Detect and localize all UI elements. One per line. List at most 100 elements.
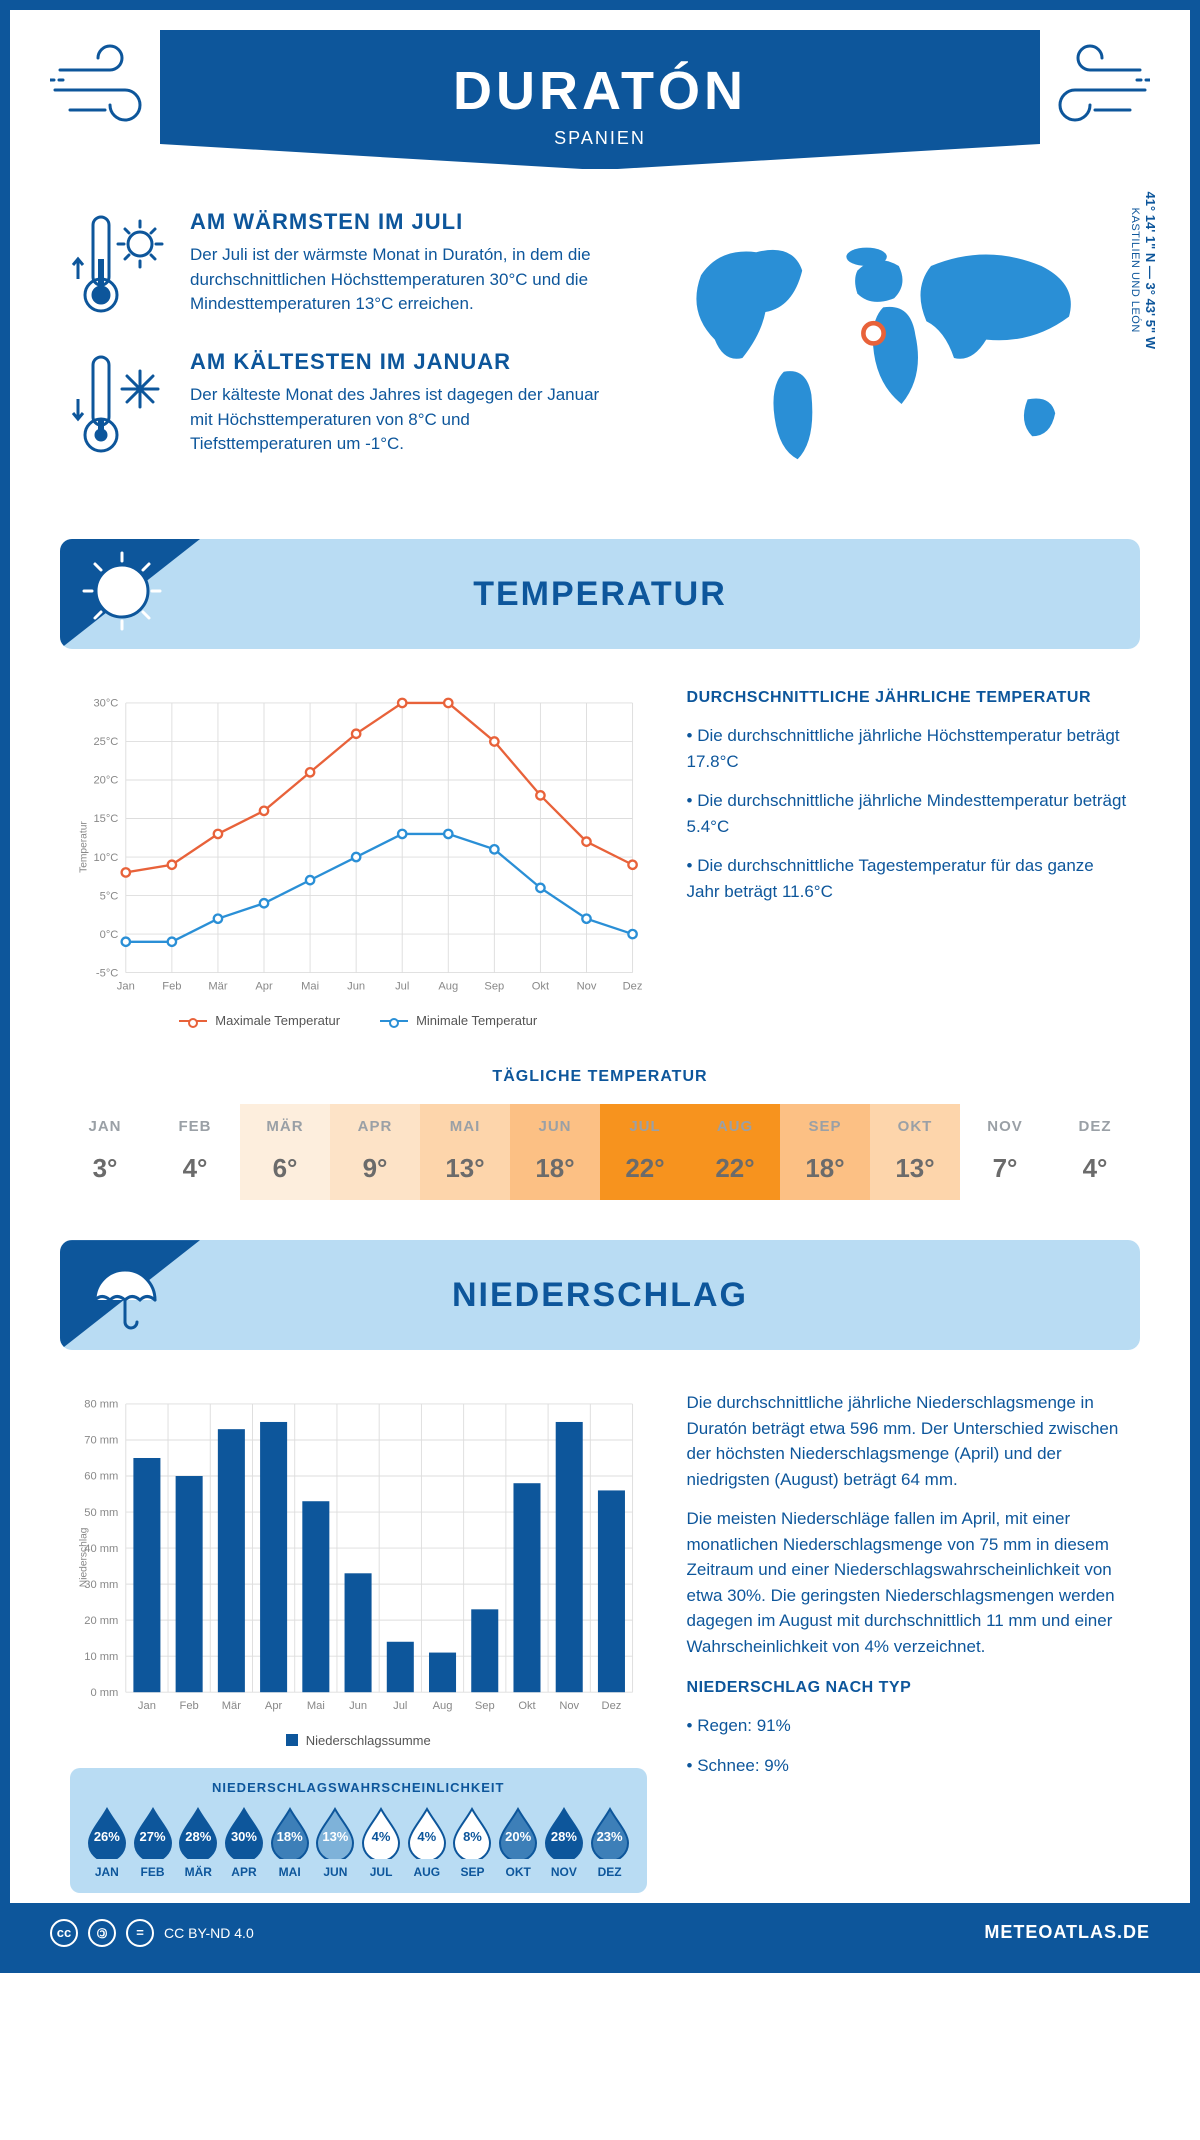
probability-heading: NIEDERSCHLAGSWAHRSCHEINLICHKEIT bbox=[84, 1780, 633, 1795]
daily-temp-value: 4° bbox=[150, 1153, 240, 1184]
coldest-title: AM KÄLTESTEN IM JANUAR bbox=[190, 349, 610, 375]
daily-temp-value: 18° bbox=[510, 1153, 600, 1184]
daily-temp-month: MÄR bbox=[240, 1118, 330, 1135]
coldest-text: Der kälteste Monat des Jahres ist dagege… bbox=[190, 383, 610, 457]
svg-text:Aug: Aug bbox=[433, 1700, 453, 1712]
probability-month: OKT bbox=[495, 1865, 541, 1879]
precip-type-point: • Schnee: 9% bbox=[687, 1753, 1130, 1779]
world-map bbox=[655, 220, 1115, 478]
thermometer-cold-icon bbox=[70, 349, 170, 459]
daily-temp-grid: JAN3°FEB4°MÄR6°APR9°MAI13°JUN18°JUL22°AU… bbox=[60, 1104, 1140, 1200]
svg-text:Dez: Dez bbox=[602, 1700, 622, 1712]
probability-month: AUG bbox=[404, 1865, 450, 1879]
daily-temp-value: 13° bbox=[420, 1153, 510, 1184]
svg-text:0°C: 0°C bbox=[100, 929, 119, 941]
map-col: 41° 14' 1" N — 3° 43' 5" W KASTILIEN UND… bbox=[640, 209, 1130, 489]
svg-text:Mär: Mär bbox=[208, 980, 227, 992]
probability-month: NOV bbox=[541, 1865, 587, 1879]
summary-section: AM WÄRMSTEN IM JULI Der Juli ist der wär… bbox=[10, 169, 1190, 519]
daily-temp-cell: OKT13° bbox=[870, 1104, 960, 1200]
probability-drop: 18%MAI bbox=[267, 1805, 313, 1879]
probability-month: MAI bbox=[267, 1865, 313, 1879]
svg-text:Mär: Mär bbox=[222, 1700, 241, 1712]
temp-desc-point: • Die durchschnittliche jährliche Höchst… bbox=[687, 723, 1130, 774]
probability-value: 4% bbox=[405, 1805, 449, 1859]
daily-temp-value: 3° bbox=[60, 1153, 150, 1184]
probability-drop: 8%SEP bbox=[450, 1805, 496, 1879]
temp-desc-point: • Die durchschnittliche Tagestemperatur … bbox=[687, 853, 1130, 904]
probability-drop: 26%JAN bbox=[84, 1805, 130, 1879]
probability-value: 4% bbox=[359, 1805, 403, 1859]
nd-icon: = bbox=[126, 1919, 154, 1947]
license-text: CC BY-ND 4.0 bbox=[164, 1925, 254, 1941]
coordinates: 41° 14' 1" N — 3° 43' 5" W KASTILIEN UND… bbox=[1130, 191, 1159, 349]
daily-temp-month: SEP bbox=[780, 1118, 870, 1135]
svg-text:Jun: Jun bbox=[349, 1700, 367, 1712]
umbrella-icon bbox=[80, 1250, 165, 1335]
probability-drop: 28%MÄR bbox=[175, 1805, 221, 1879]
svg-text:Aug: Aug bbox=[438, 980, 458, 992]
infographic-frame: DURATÓN SPANIEN AM WÄRMSTEN IM JULI Der … bbox=[0, 0, 1200, 1973]
probability-value: 26% bbox=[85, 1805, 129, 1859]
daily-temp-cell: FEB4° bbox=[150, 1104, 240, 1200]
probability-month: SEP bbox=[450, 1865, 496, 1879]
svg-text:25°C: 25°C bbox=[93, 736, 118, 748]
daily-temp-cell: MAI 13° bbox=[420, 1104, 510, 1200]
svg-text:10 mm: 10 mm bbox=[84, 1651, 118, 1663]
daily-temp-month: DEZ bbox=[1050, 1118, 1140, 1135]
warmest-text: Der Juli ist der wärmste Monat in Durató… bbox=[190, 243, 610, 317]
probability-drop: 27%FEB bbox=[130, 1805, 176, 1879]
svg-text:Sep: Sep bbox=[484, 980, 504, 992]
svg-text:80 mm: 80 mm bbox=[84, 1399, 118, 1411]
city-name: DURATÓN bbox=[160, 60, 1040, 122]
country-name: SPANIEN bbox=[160, 128, 1040, 149]
svg-text:Apr: Apr bbox=[265, 1700, 283, 1712]
daily-temp-cell: AUG22° bbox=[690, 1104, 780, 1200]
svg-text:50 mm: 50 mm bbox=[84, 1507, 118, 1519]
precipitation-description: Die durchschnittliche jährliche Niedersc… bbox=[687, 1390, 1130, 1792]
warmest-block: AM WÄRMSTEN IM JULI Der Juli ist der wär… bbox=[70, 209, 610, 319]
probability-value: 23% bbox=[588, 1805, 632, 1859]
svg-text:Nov: Nov bbox=[577, 980, 597, 992]
precip-p1: Die durchschnittliche jährliche Niedersc… bbox=[687, 1390, 1130, 1492]
probability-drop: 30%APR bbox=[221, 1805, 267, 1879]
probability-month: JUL bbox=[358, 1865, 404, 1879]
daily-temp-month: JAN bbox=[60, 1118, 150, 1135]
precipitation-chart-row: 0 mm10 mm20 mm30 mm40 mm50 mm60 mm70 mm8… bbox=[10, 1370, 1190, 1903]
probability-month: APR bbox=[221, 1865, 267, 1879]
daily-temp-cell: NOV7° bbox=[960, 1104, 1050, 1200]
daily-temp-value: 13° bbox=[870, 1153, 960, 1184]
precipitation-title: NIEDERSCHLAG bbox=[452, 1276, 748, 1315]
warmest-title: AM WÄRMSTEN IM JULI bbox=[190, 209, 610, 235]
daily-temp-month: NOV bbox=[960, 1118, 1050, 1135]
temperature-description: DURCHSCHNITTLICHE JÄHRLICHE TEMPERATUR •… bbox=[687, 689, 1130, 918]
precipitation-banner: NIEDERSCHLAG bbox=[60, 1240, 1140, 1350]
probability-drop: 4% AUG bbox=[404, 1805, 450, 1879]
probability-drop: 20%OKT bbox=[495, 1805, 541, 1879]
footer-license: cc 🄯 = CC BY-ND 4.0 bbox=[50, 1919, 254, 1947]
svg-text:10°C: 10°C bbox=[93, 852, 118, 864]
svg-text:20°C: 20°C bbox=[93, 775, 118, 787]
legend-precip: Niederschlagssumme bbox=[306, 1733, 431, 1748]
footer: cc 🄯 = CC BY-ND 4.0 METEOATLAS.DE bbox=[10, 1903, 1190, 1963]
probability-panel: NIEDERSCHLAGSWAHRSCHEINLICHKEIT 26%JAN27… bbox=[70, 1768, 647, 1893]
svg-text:70 mm: 70 mm bbox=[84, 1435, 118, 1447]
probability-value: 28% bbox=[542, 1805, 586, 1859]
daily-temp-cell: MÄR 6° bbox=[240, 1104, 330, 1200]
legend-min: Minimale Temperatur bbox=[416, 1013, 537, 1028]
precip-type-heading: NIEDERSCHLAG NACH TYP bbox=[687, 1679, 1130, 1697]
precipitation-chart: 0 mm10 mm20 mm30 mm40 mm50 mm60 mm70 mm8… bbox=[70, 1390, 647, 1893]
wind-icon-left bbox=[50, 40, 170, 130]
by-icon: 🄯 bbox=[88, 1919, 116, 1947]
daily-temp-value: 22° bbox=[690, 1153, 780, 1184]
daily-temp-cell: JAN 3° bbox=[60, 1104, 150, 1200]
svg-text:Feb: Feb bbox=[180, 1700, 199, 1712]
daily-temp-value: 22° bbox=[600, 1153, 690, 1184]
daily-temp-value: 6° bbox=[240, 1153, 330, 1184]
svg-text:Mai: Mai bbox=[307, 1700, 325, 1712]
daily-temp-month: MAI bbox=[420, 1118, 510, 1135]
svg-text:Niederschlag: Niederschlag bbox=[79, 1527, 90, 1587]
svg-text:Apr: Apr bbox=[255, 980, 273, 992]
svg-text:Okt: Okt bbox=[518, 1700, 536, 1712]
daily-temp-cell: APR9° bbox=[330, 1104, 420, 1200]
